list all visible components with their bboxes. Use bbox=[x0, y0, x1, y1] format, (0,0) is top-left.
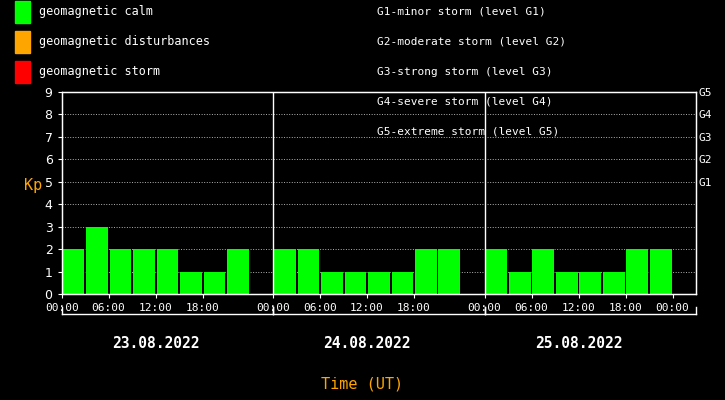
Bar bbox=[344, 272, 366, 294]
Bar bbox=[392, 272, 413, 294]
Bar bbox=[109, 249, 131, 294]
Bar bbox=[180, 272, 202, 294]
Bar bbox=[556, 272, 578, 294]
Bar bbox=[227, 249, 249, 294]
Bar bbox=[603, 272, 624, 294]
Bar bbox=[486, 249, 507, 294]
Bar bbox=[415, 249, 436, 294]
Bar bbox=[321, 272, 343, 294]
Bar bbox=[532, 249, 554, 294]
Bar bbox=[62, 249, 84, 294]
Bar bbox=[439, 249, 460, 294]
Text: G4-severe storm (level G4): G4-severe storm (level G4) bbox=[377, 97, 552, 107]
Bar bbox=[274, 249, 296, 294]
Bar bbox=[86, 227, 108, 294]
Text: G3-strong storm (level G3): G3-strong storm (level G3) bbox=[377, 67, 552, 77]
Bar bbox=[157, 249, 178, 294]
Text: geomagnetic calm: geomagnetic calm bbox=[39, 6, 153, 18]
Text: geomagnetic storm: geomagnetic storm bbox=[39, 66, 160, 78]
Text: Time (UT): Time (UT) bbox=[321, 376, 404, 392]
Bar bbox=[650, 249, 671, 294]
Bar bbox=[509, 272, 531, 294]
Bar bbox=[204, 272, 225, 294]
Bar bbox=[579, 272, 601, 294]
Text: 24.08.2022: 24.08.2022 bbox=[323, 336, 411, 352]
Bar bbox=[133, 249, 154, 294]
Bar bbox=[626, 249, 648, 294]
Bar bbox=[297, 249, 319, 294]
Bar bbox=[368, 272, 389, 294]
Text: G5-extreme storm (level G5): G5-extreme storm (level G5) bbox=[377, 127, 559, 137]
Text: G2-moderate storm (level G2): G2-moderate storm (level G2) bbox=[377, 37, 566, 47]
Text: 23.08.2022: 23.08.2022 bbox=[112, 336, 199, 352]
Text: geomagnetic disturbances: geomagnetic disturbances bbox=[39, 36, 210, 48]
Text: 25.08.2022: 25.08.2022 bbox=[535, 336, 622, 352]
Text: G1-minor storm (level G1): G1-minor storm (level G1) bbox=[377, 7, 546, 17]
Y-axis label: Kp: Kp bbox=[25, 178, 43, 193]
